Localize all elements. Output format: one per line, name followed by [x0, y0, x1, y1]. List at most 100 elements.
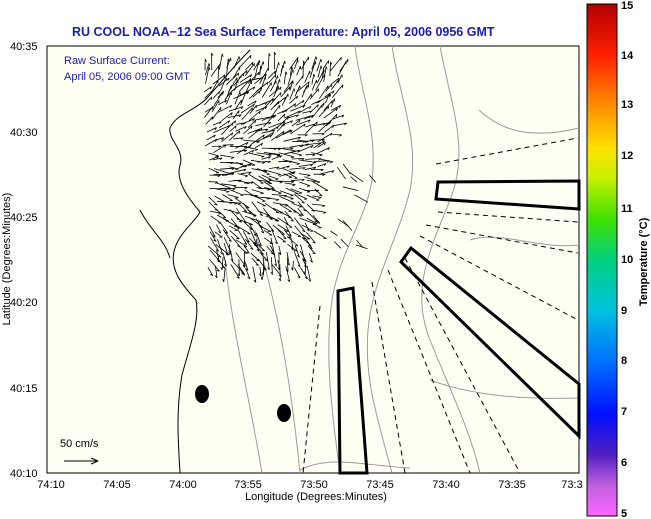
- current-vector-head-227: [215, 155, 219, 157]
- current-vector-477: [270, 257, 273, 275]
- colorbar-tick-10: 10: [621, 254, 633, 266]
- contour-6: [429, 379, 580, 399]
- current-vector-442: [238, 246, 248, 254]
- current-vector-408: [214, 231, 223, 238]
- current-vector-69: [270, 80, 277, 92]
- current-vector-501: [330, 230, 338, 237]
- current-vector-head-123: [255, 105, 257, 109]
- current-vector-head-154: [341, 114, 345, 118]
- current-vector-head-181: [265, 128, 269, 132]
- current-vector-416: [271, 229, 278, 245]
- current-vector-121: [234, 99, 242, 111]
- current-vector-365: [248, 209, 257, 217]
- colorbar-label: Temperature (°C): [638, 217, 650, 306]
- current-vector-head-349: [259, 214, 263, 216]
- current-vector-head-324: [307, 191, 311, 193]
- current-vector-461: [265, 252, 270, 270]
- current-vector-head-49: [274, 74, 277, 78]
- current-vector-193: [206, 134, 216, 141]
- current-vector-338: [284, 195, 294, 200]
- current-vector-head-47: [264, 73, 267, 78]
- annotation-line-2: April 05, 2006 09:00 GMT: [64, 71, 190, 83]
- transect-box-east: [434, 179, 581, 211]
- coastline-bay: [139, 209, 171, 259]
- current-vector-393: [220, 223, 229, 234]
- current-vector-195: [221, 132, 234, 143]
- current-vector-head-493: [278, 278, 281, 282]
- current-vector-135: [331, 105, 341, 111]
- current-vector-40: [205, 66, 210, 84]
- current-vector-279: [213, 173, 229, 176]
- y-tick-label-1: 40:30: [10, 127, 38, 139]
- current-vector-head-68: [264, 76, 267, 80]
- current-vector-head-122: [252, 104, 255, 108]
- current-vector-275: [304, 166, 317, 171]
- current-vector-134: [323, 100, 333, 111]
- current-vector-505: [369, 174, 377, 183]
- current-vector-379: [236, 218, 253, 225]
- current-vector-332: [243, 193, 258, 197]
- current-vector-509: [355, 244, 368, 250]
- current-vector-head-187: [304, 134, 308, 137]
- current-vector-90: [280, 86, 291, 98]
- y-axis-label: Latitude (Degrees:Minutes): [1, 193, 13, 326]
- current-vector-347: [237, 202, 248, 212]
- current-vector-462: [273, 252, 277, 267]
- current-vector-161: [247, 119, 256, 128]
- current-vector-363: [236, 208, 247, 224]
- current-vector-457: [235, 252, 246, 267]
- current-vector-286: [261, 174, 272, 180]
- current-vector-70: [275, 79, 280, 92]
- current-vector-head-308: [306, 185, 311, 187]
- transect-boxes: [336, 179, 581, 475]
- current-vector-16: [316, 58, 322, 72]
- current-vector-head-345: [234, 202, 238, 205]
- current-vector-142: [248, 110, 261, 121]
- current-vector-head-52: [292, 69, 294, 73]
- current-vector-274: [298, 163, 313, 167]
- current-vector-head-462: [274, 263, 277, 267]
- scale-arrow-head-up: [90, 457, 99, 462]
- current-vector-head-477: [270, 271, 273, 275]
- current-vector-head-338: [290, 198, 294, 200]
- current-vector-head-214: [245, 142, 249, 146]
- current-vector-head-1: [211, 52, 214, 56]
- current-vector-head-32: [291, 66, 294, 70]
- current-vector-head-418: [288, 236, 292, 239]
- current-vector-380: [244, 215, 262, 223]
- current-vector-118: [211, 100, 220, 113]
- current-vector-head-391: [212, 235, 216, 238]
- current-vector-head-167: [298, 119, 301, 123]
- current-vector-head-231: [249, 144, 252, 148]
- current-vector-head-44: [242, 73, 245, 77]
- current-vector-head-83: [246, 91, 250, 95]
- current-vector-423: [210, 237, 219, 252]
- current-vector-294: [319, 170, 335, 175]
- current-vector-409: [222, 229, 232, 242]
- current-vector-head-0: [204, 58, 207, 62]
- current-vector-444: [253, 242, 264, 255]
- scale-label: 50 cm/s: [60, 438, 99, 450]
- current-vector-head-43: [237, 72, 240, 76]
- current-vector-head-287: [275, 178, 279, 180]
- current-vector-469: [217, 258, 226, 269]
- current-vector-head-85: [260, 86, 262, 90]
- current-vector-167: [291, 119, 301, 127]
- current-vector-head-237: [291, 156, 295, 159]
- current-vector-301: [251, 180, 263, 189]
- current-vector-497: [306, 265, 311, 282]
- current-vector-head-2: [221, 53, 224, 57]
- current-vector-450: [294, 245, 300, 258]
- current-vector-484: [215, 265, 218, 279]
- current-vector-head-152: [327, 106, 330, 110]
- current-vector-head-34: [303, 60, 306, 64]
- current-vector-39: [337, 61, 347, 77]
- current-vector-155: [205, 116, 214, 125]
- current-vector-456: [230, 250, 234, 262]
- current-vector-310: [312, 181, 329, 191]
- current-vector-413: [250, 229, 257, 245]
- current-vector-head-199: [260, 127, 263, 131]
- current-vector-head-210: [215, 138, 218, 142]
- y-tick-label-2: 40:25: [10, 212, 38, 224]
- current-vector-287: [268, 175, 279, 180]
